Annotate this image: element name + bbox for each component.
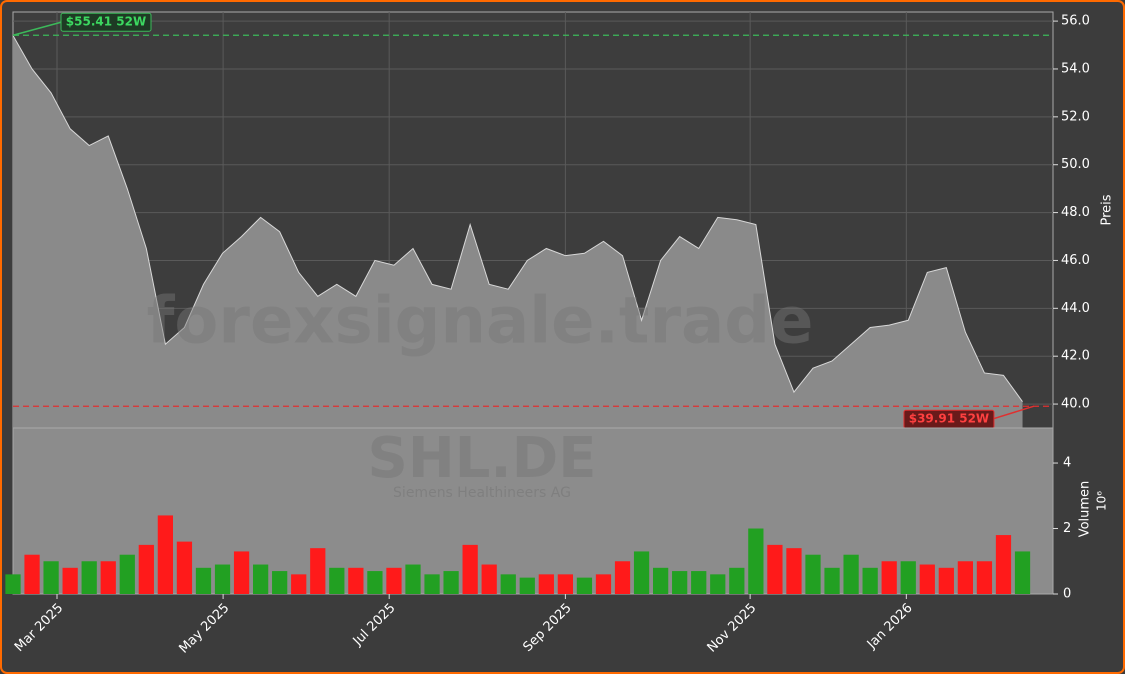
volume-bar xyxy=(576,577,593,594)
volume-bar xyxy=(329,567,345,594)
volume-bar xyxy=(424,574,440,594)
volume-bar xyxy=(538,574,554,594)
volume-bar xyxy=(462,544,478,594)
price-area xyxy=(13,35,1023,428)
y-tick-label: 2 xyxy=(1063,521,1071,536)
volume-bar xyxy=(672,571,688,594)
volume-bar xyxy=(862,567,878,594)
y-tick-label: 52.0 xyxy=(1061,109,1090,124)
y-tick-label: 4 xyxy=(1063,456,1071,471)
hline-label: $55.41 52W xyxy=(66,15,146,29)
y-tick-label: 46.0 xyxy=(1061,253,1090,268)
volume-bar xyxy=(653,567,669,594)
volume-bar xyxy=(81,561,97,594)
volume-bar xyxy=(157,515,173,594)
volume-bar xyxy=(595,574,612,594)
volume-bar xyxy=(900,561,916,594)
y-axis-label: Volumen xyxy=(1078,481,1093,538)
volume-bar xyxy=(443,571,459,594)
volume-bar xyxy=(481,564,497,594)
volume-bar xyxy=(519,577,535,594)
volume-bar xyxy=(100,561,116,594)
volume-bar xyxy=(976,561,993,594)
volume-bar xyxy=(195,567,212,594)
volume-bar xyxy=(119,554,135,594)
volume-bar xyxy=(310,548,326,594)
volume-bar xyxy=(272,571,288,594)
watermark: SHL.DE xyxy=(368,426,597,491)
volume-bar xyxy=(843,554,859,594)
y-tick-label: 56.0 xyxy=(1061,14,1090,29)
volume-bar xyxy=(710,574,726,594)
volume-bar xyxy=(767,544,783,594)
y-tick-label: 42.0 xyxy=(1061,349,1090,364)
volume-bar xyxy=(24,554,40,594)
volume-bar xyxy=(233,551,250,594)
volume-bar xyxy=(995,535,1012,594)
volume-bar xyxy=(805,554,821,594)
volume-bar xyxy=(824,567,840,594)
volume-bar xyxy=(291,574,307,594)
volume-bar xyxy=(729,567,745,594)
volume-bar xyxy=(938,567,954,594)
watermark: forexsignale.trade xyxy=(147,285,814,359)
volume-bar xyxy=(367,571,383,594)
y-tick-label: 50.0 xyxy=(1061,157,1090,172)
volume-bar xyxy=(557,574,573,594)
volume-bar xyxy=(614,561,631,594)
volume-bar xyxy=(786,548,802,594)
volume-bar xyxy=(405,564,421,594)
y-tick-label: 0 xyxy=(1063,587,1071,602)
volume-bar xyxy=(500,574,516,594)
volume-bar xyxy=(62,567,78,594)
y-axis-exponent: 10⁶ xyxy=(1095,491,1109,511)
volume-bar xyxy=(957,561,973,594)
volume-bar xyxy=(748,528,764,594)
volume-bar xyxy=(691,571,707,594)
volume-bar xyxy=(138,544,154,594)
volume-bar xyxy=(919,564,935,594)
volume-bar xyxy=(386,567,402,594)
hline-label: $39.91 52W xyxy=(909,412,989,426)
y-tick-label: 44.0 xyxy=(1061,301,1090,316)
volume-bar xyxy=(176,541,193,594)
watermark-sub: Siemens Healthineers AG xyxy=(393,485,571,501)
volume-bar xyxy=(633,551,650,594)
volume-bar xyxy=(5,574,21,594)
volume-bar xyxy=(348,567,364,594)
volume-bar xyxy=(253,564,269,594)
volume-bar xyxy=(43,561,59,594)
y-tick-label: 40.0 xyxy=(1061,397,1090,412)
y-tick-label: 48.0 xyxy=(1061,205,1090,220)
y-axis-label: Preis xyxy=(1100,194,1115,225)
volume-bar xyxy=(214,564,231,594)
hline-arrow xyxy=(991,405,1035,420)
volume-bar xyxy=(1014,551,1031,594)
hline-label-box xyxy=(60,12,152,32)
price-line xyxy=(12,35,1023,402)
hline-arrow xyxy=(12,21,62,36)
y-tick-label: 54.0 xyxy=(1061,61,1090,76)
volume-bar xyxy=(881,561,897,594)
